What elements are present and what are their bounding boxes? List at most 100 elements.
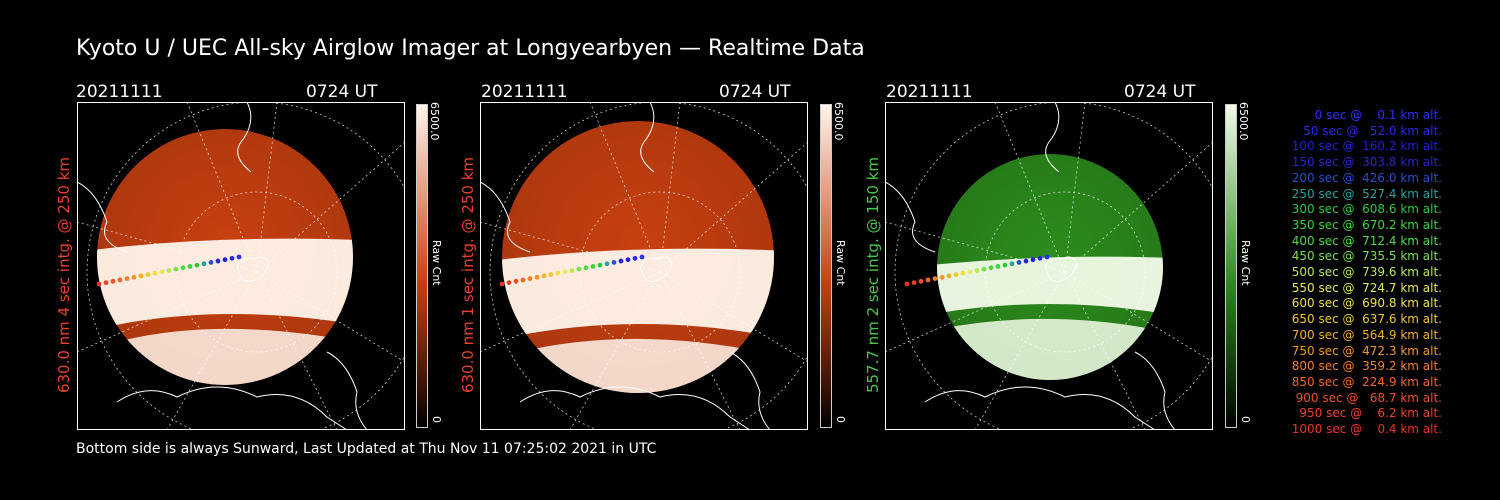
trajectory-point xyxy=(229,255,235,261)
trajectory-point xyxy=(576,266,582,272)
panel-1-time: 0724 UT xyxy=(306,82,378,102)
trajectory-point xyxy=(215,258,221,264)
trajectory-point xyxy=(569,268,575,273)
trajectory-point xyxy=(597,262,603,268)
trajectory-point xyxy=(932,276,938,281)
trajectory-point xyxy=(904,281,910,287)
trajectory-point xyxy=(499,281,505,287)
trajectory-point xyxy=(1030,257,1036,263)
trajectory-point xyxy=(527,276,533,281)
panel-3-colorbar-unit: Raw Cnt xyxy=(1239,240,1252,286)
trajectory-point xyxy=(173,266,179,272)
panel-1-colorbar xyxy=(416,104,428,428)
trajectory-point xyxy=(117,277,123,283)
trajectory-point xyxy=(925,277,931,283)
legend-entry: 500 sec @ 739.6 km alt. xyxy=(1287,265,1442,280)
panel-3-colorbar-min: 0 xyxy=(1239,416,1252,423)
trajectory-point xyxy=(506,280,512,286)
panel-1-colorbar-max: 6500.0 xyxy=(428,102,441,141)
trajectory-point xyxy=(541,273,547,279)
panel-1-date: 20211111 xyxy=(76,82,163,102)
legend-entry: 0 sec @ 0.1 km alt. xyxy=(1303,108,1442,122)
trajectory-point xyxy=(995,264,1001,269)
trajectory-point xyxy=(1044,254,1050,260)
panel-3-date: 20211111 xyxy=(886,82,973,102)
legend-entry: 950 sec @ 6.2 km alt. xyxy=(1295,406,1442,421)
trajectory-point xyxy=(1023,258,1029,264)
panel-3-time: 0724 UT xyxy=(1124,82,1196,102)
trajectory-point xyxy=(590,264,596,269)
trajectory-point xyxy=(180,265,186,271)
panel-2-colorbar-max: 6500.0 xyxy=(832,102,845,141)
legend-entry: 50 sec @ 52.0 km alt. xyxy=(1295,123,1442,138)
legend-entry: 250 sec @ 527.4 km alt. xyxy=(1287,186,1442,201)
panel-1-colorbar-min: 0 xyxy=(430,416,443,423)
trajectory-point xyxy=(201,261,207,267)
trajectory-point xyxy=(604,261,610,267)
legend-entry: 900 sec @ 68.7 km alt. xyxy=(1291,390,1442,405)
page-title: Kyoto U / UEC All-sky Airglow Imager at … xyxy=(76,36,865,61)
panel-3-colorbar-max: 6500.0 xyxy=(1237,102,1250,141)
trajectory-point xyxy=(548,272,554,277)
trajectory-point xyxy=(583,265,589,271)
legend-entry: 750 sec @ 472.3 km alt. xyxy=(1287,343,1442,358)
trajectory-point xyxy=(1037,255,1043,261)
trajectory-point xyxy=(103,280,109,286)
legend-entry: 450 sec @ 735.5 km alt. xyxy=(1287,249,1442,264)
trajectory-point xyxy=(513,278,519,284)
panel-2-colorbar xyxy=(820,104,832,428)
trajectory-point xyxy=(236,254,242,260)
trajectory-point xyxy=(632,255,638,261)
legend-entry: 550 sec @ 724.7 km alt. xyxy=(1287,280,1442,295)
legend-entry: 200 sec @ 426.0 km alt. xyxy=(1287,170,1442,185)
trajectory-point xyxy=(611,260,617,265)
trajectory-point xyxy=(145,272,151,277)
panel-1-allsky-image xyxy=(77,102,405,430)
trajectory-point xyxy=(953,272,959,277)
trajectory-point xyxy=(124,276,130,281)
trajectory-point xyxy=(110,278,116,284)
legend-entry: 300 sec @ 608.6 km alt. xyxy=(1287,202,1442,217)
trajectory-point xyxy=(974,268,980,273)
trajectory-point xyxy=(194,262,200,268)
panel-3-allsky-image xyxy=(885,102,1213,430)
legend-entry: 1000 sec @ 0.4 km alt. xyxy=(1291,422,1442,437)
legend-entry: 400 sec @ 712.4 km alt. xyxy=(1287,233,1442,248)
legend-entry: 700 sec @ 564.9 km alt. xyxy=(1287,327,1442,342)
trajectory-point xyxy=(911,280,917,286)
trajectory-point xyxy=(208,260,214,265)
legend-entry: 150 sec @ 303.8 km alt. xyxy=(1287,155,1442,170)
trajectory-point xyxy=(187,264,193,269)
panel-2-time: 0724 UT xyxy=(719,82,791,102)
trajectory-point xyxy=(618,258,624,264)
trajectory-point xyxy=(534,274,540,280)
trajectory-point xyxy=(639,254,645,260)
trajectory-point xyxy=(946,273,952,279)
panel-2-colorbar-unit: Raw Cnt xyxy=(834,240,847,286)
panel-1-wavelength-label: 630.0 nm 4 sec intg. @ 250 km xyxy=(55,156,73,394)
legend-entry: 350 sec @ 670.2 km alt. xyxy=(1287,217,1442,232)
legend-entry: 650 sec @ 637.6 km alt. xyxy=(1287,312,1442,327)
trajectory-point xyxy=(138,273,144,279)
trajectory-point xyxy=(918,278,924,284)
legend-entry: 850 sec @ 224.9 km alt. xyxy=(1287,374,1442,389)
trajectory-point xyxy=(939,274,945,280)
trajectory-point xyxy=(520,277,526,283)
trajectory-point xyxy=(222,257,228,263)
panel-2-wavelength-label: 630.0 nm 1 sec intg. @ 250 km xyxy=(459,156,477,394)
trajectory-point xyxy=(159,269,165,275)
trajectory-legend: 0 sec @ 0.1 km alt. 50 sec @ 52.0 km alt… xyxy=(1288,108,1442,438)
trajectory-point xyxy=(1002,262,1008,268)
legend-entry: 100 sec @ 160.2 km alt. xyxy=(1287,139,1442,154)
trajectory-point xyxy=(625,257,631,263)
trajectory-point xyxy=(152,270,158,276)
panel-2-colorbar-min: 0 xyxy=(834,416,847,423)
panel-3-wavelength-label: 557.7 nm 2 sec intg. @ 150 km xyxy=(864,156,882,394)
panel-2-allsky-image xyxy=(480,102,808,430)
legend-entry: 800 sec @ 359.2 km alt. xyxy=(1287,359,1442,374)
trajectory-point xyxy=(1016,260,1022,265)
trajectory-point xyxy=(988,265,994,271)
trajectory-point xyxy=(967,269,973,275)
legend-entry: 600 sec @ 690.8 km alt. xyxy=(1287,296,1442,311)
trajectory-point xyxy=(166,268,172,273)
